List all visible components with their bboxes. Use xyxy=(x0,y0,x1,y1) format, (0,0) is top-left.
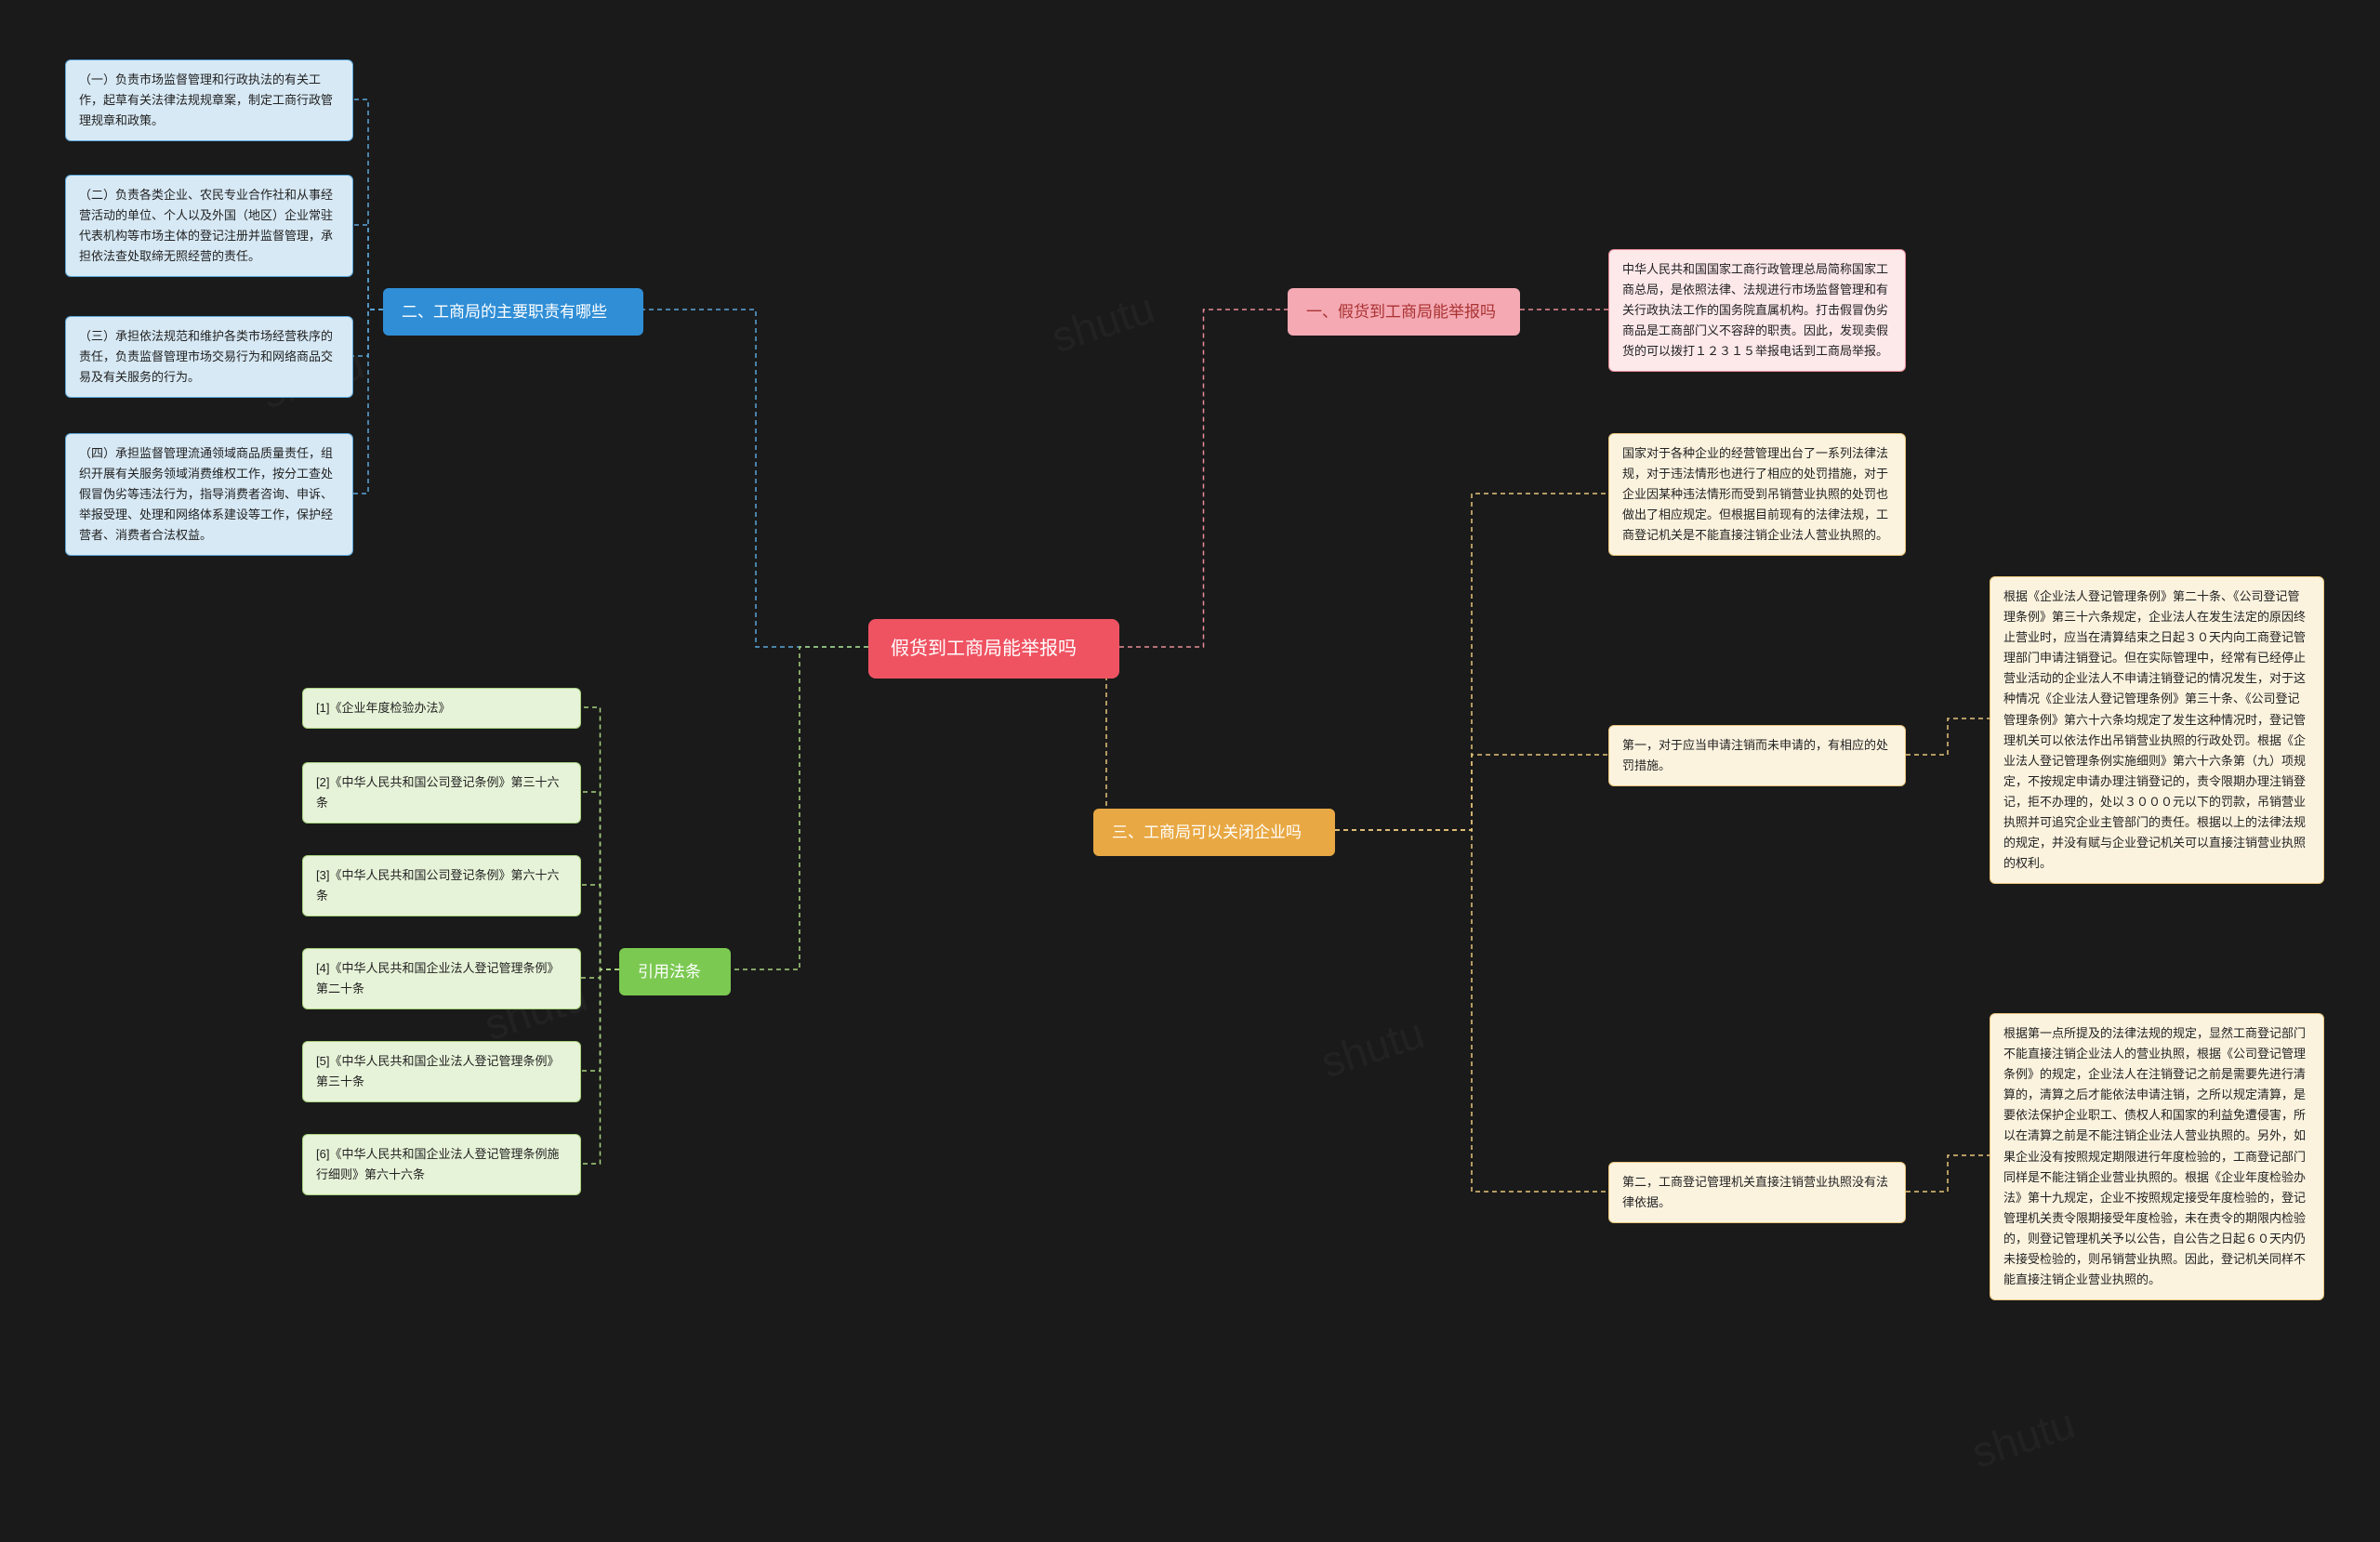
root-node[interactable]: 假货到工商局能举报吗 xyxy=(868,619,1119,679)
leaf-b3-0[interactable]: 国家对于各种企业的经营管理出台了一系列法律法规，对于违法情形也进行了相应的处罚措… xyxy=(1608,433,1906,556)
branch-b4[interactable]: 引用法条 xyxy=(619,948,731,995)
leaf-b3-1-0[interactable]: 根据《企业法人登记管理条例》第二十条、《公司登记管理条例》第三十六条规定，企业法… xyxy=(1990,576,2324,884)
leaf-b2-2[interactable]: （三）承担依法规范和维护各类市场经营秩序的责任，负责监督管理市场交易行为和网络商… xyxy=(65,316,353,398)
branch-b1[interactable]: 一、假货到工商局能举报吗 xyxy=(1288,288,1520,336)
leaf-b4-5[interactable]: [6]《中华人民共和国企业法人登记管理条例施行细则》第六十六条 xyxy=(302,1134,581,1195)
watermark: shutu xyxy=(1315,1008,1430,1087)
leaf-b4-4[interactable]: [5]《中华人民共和国企业法人登记管理条例》第三十条 xyxy=(302,1041,581,1102)
leaf-b2-0[interactable]: （一）负责市场监督管理和行政执法的有关工作，起草有关法律法规规章案，制定工商行政… xyxy=(65,59,353,141)
branch-b2[interactable]: 二、工商局的主要职责有哪些 xyxy=(383,288,643,336)
leaf-b4-3[interactable]: [4]《中华人民共和国企业法人登记管理条例》第二十条 xyxy=(302,948,581,1009)
leaf-b4-0[interactable]: [1]《企业年度检验办法》 xyxy=(302,688,581,729)
watermark: shutu xyxy=(1045,283,1160,362)
leaf-b3-1[interactable]: 第一，对于应当申请注销而未申请的，有相应的处罚措施。 xyxy=(1608,725,1906,786)
leaf-b4-2[interactable]: [3]《中华人民共和国公司登记条例》第六十六条 xyxy=(302,855,581,916)
leaf-b2-1[interactable]: （二）负责各类企业、农民专业合作社和从事经营活动的单位、个人以及外国（地区）企业… xyxy=(65,175,353,277)
leaf-b4-1[interactable]: [2]《中华人民共和国公司登记条例》第三十六条 xyxy=(302,762,581,824)
branch-b3[interactable]: 三、工商局可以关闭企业吗 xyxy=(1093,809,1335,856)
watermark: shutu xyxy=(1965,1398,2081,1478)
leaf-b2-3[interactable]: （四）承担监督管理流通领域商品质量责任，组织开展有关服务领域消费维权工作，按分工… xyxy=(65,433,353,556)
leaf-b1-0[interactable]: 中华人民共和国国家工商行政管理总局简称国家工商总局，是依照法律、法规进行市场监督… xyxy=(1608,249,1906,372)
leaf-b3-2-0[interactable]: 根据第一点所提及的法律法规的规定，显然工商登记部门不能直接注销企业法人的营业执照… xyxy=(1990,1013,2324,1300)
leaf-b3-2[interactable]: 第二，工商登记管理机关直接注销营业执照没有法律依据。 xyxy=(1608,1162,1906,1223)
